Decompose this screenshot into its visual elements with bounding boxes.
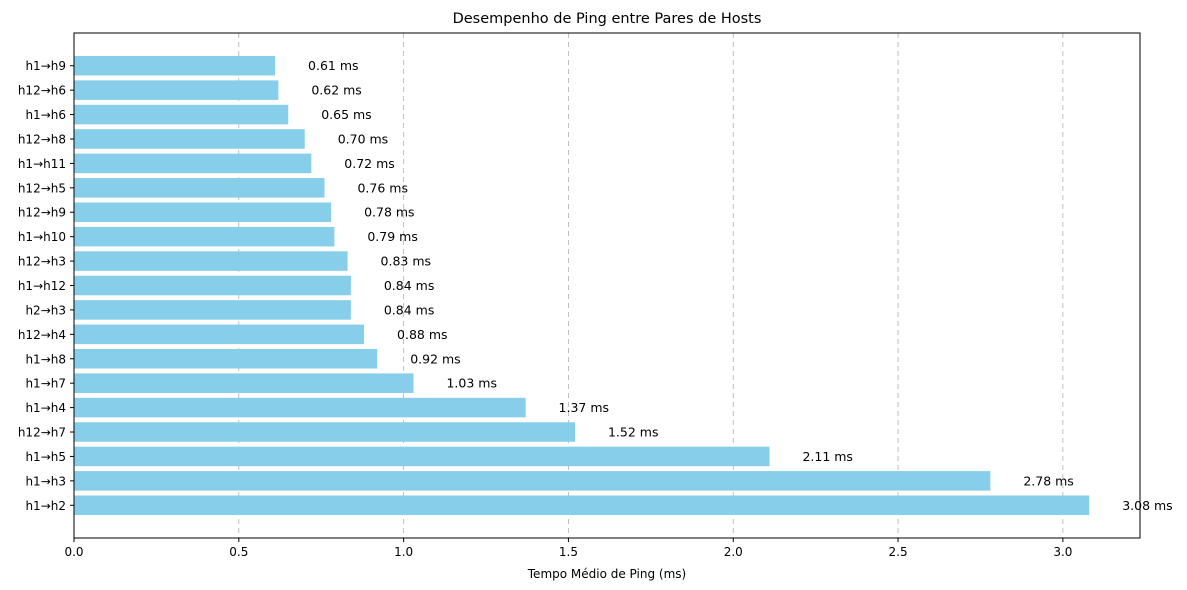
bar	[74, 202, 332, 223]
bar-value-label: 2.78 ms	[1023, 473, 1073, 488]
x-tick-label: 2.0	[724, 545, 743, 559]
bar	[74, 153, 312, 174]
y-tick-label: h1→h9	[25, 59, 66, 73]
bar	[74, 300, 351, 320]
y-tick-label: h1→h11	[18, 157, 66, 171]
bar	[74, 422, 576, 442]
x-tick-label: 1.5	[559, 545, 578, 559]
x-tick-label: 0.5	[229, 545, 248, 559]
bar	[74, 129, 305, 149]
x-axis-ticks: 0.0 0.5 1.0 1.5 2.0 2.5 3.0	[64, 538, 1072, 559]
bar	[74, 495, 1090, 516]
y-tick-label: h12→h4	[18, 328, 66, 342]
bar	[74, 275, 351, 296]
bar-value-label: 0.62 ms	[311, 83, 362, 98]
bar-value-label: 1.03 ms	[446, 376, 497, 391]
y-axis-ticks: h1→h2 h1→h3 h1→h5 h12→h7 h1→h4 h1→h7 h1→h8 h12→…	[18, 59, 74, 513]
y-tick-label: h1→h8	[25, 352, 66, 366]
bar-value-label: 0.84 ms	[384, 302, 435, 317]
bar	[74, 348, 378, 369]
bar-value-label: 0.65 ms	[321, 107, 372, 122]
y-tick-label: h1→h5	[25, 450, 66, 464]
bar	[74, 446, 770, 467]
bar	[74, 226, 335, 247]
y-tick-label: h1→h4	[25, 401, 66, 415]
y-tick-label: h1→h10	[18, 230, 66, 244]
bar-value-label: 0.79 ms	[367, 229, 418, 244]
y-tick-label: h1→h2	[25, 499, 66, 513]
bar-value-label: 0.78 ms	[364, 205, 415, 220]
bar-value-label: 0.70 ms	[338, 131, 389, 146]
bar-value-label: 3.08 ms	[1122, 498, 1173, 513]
x-tick-label: 0.0	[64, 545, 83, 559]
bar-value-label: 1.52 ms	[608, 425, 659, 440]
x-axis-label: Tempo Médio de Ping (ms)	[527, 567, 686, 581]
x-tick-label: 3.0	[1053, 545, 1072, 559]
bar	[74, 178, 325, 198]
bar-value-label: 0.84 ms	[384, 278, 435, 293]
y-tick-label: h1→h7	[25, 377, 66, 391]
y-tick-label: h12→h8	[18, 132, 66, 146]
bar-value-label: 1.37 ms	[559, 400, 610, 415]
bar-value-label: 0.88 ms	[397, 327, 448, 342]
bar-value-label: 0.76 ms	[357, 180, 408, 195]
bar	[74, 251, 348, 271]
bar	[74, 397, 526, 418]
bar-value-label: 0.92 ms	[410, 351, 461, 366]
y-tick-label: h2→h3	[25, 303, 66, 317]
y-tick-label: h12→h6	[18, 84, 66, 98]
bar	[74, 80, 279, 100]
y-tick-label: h1→h12	[18, 279, 66, 293]
bar	[74, 373, 414, 393]
bar	[74, 55, 276, 76]
data-labels: 3.08 ms 2.78 ms 2.11 ms 1.52 ms 1.37 ms 1.03 …	[308, 58, 1173, 513]
bar	[74, 471, 991, 491]
bar-value-label: 0.83 ms	[381, 254, 432, 269]
bar	[74, 324, 365, 345]
bar-value-label: 0.72 ms	[344, 156, 395, 171]
bars-layer	[74, 55, 1090, 516]
y-tick-label: h12→h3	[18, 255, 66, 269]
y-tick-label: h12→h9	[18, 206, 66, 220]
y-tick-label: h12→h7	[18, 426, 66, 440]
bar-value-label: 0.61 ms	[308, 58, 359, 73]
y-tick-label: h1→h6	[25, 108, 66, 122]
x-tick-label: 1.0	[394, 545, 413, 559]
y-tick-label: h12→h5	[18, 181, 66, 195]
bar-value-label: 2.11 ms	[802, 449, 853, 464]
y-tick-label: h1→h3	[25, 474, 66, 488]
chart-title: Desempenho de Ping entre Pares de Hosts	[453, 11, 762, 27]
x-tick-label: 2.5	[889, 545, 908, 559]
bar	[74, 104, 289, 125]
